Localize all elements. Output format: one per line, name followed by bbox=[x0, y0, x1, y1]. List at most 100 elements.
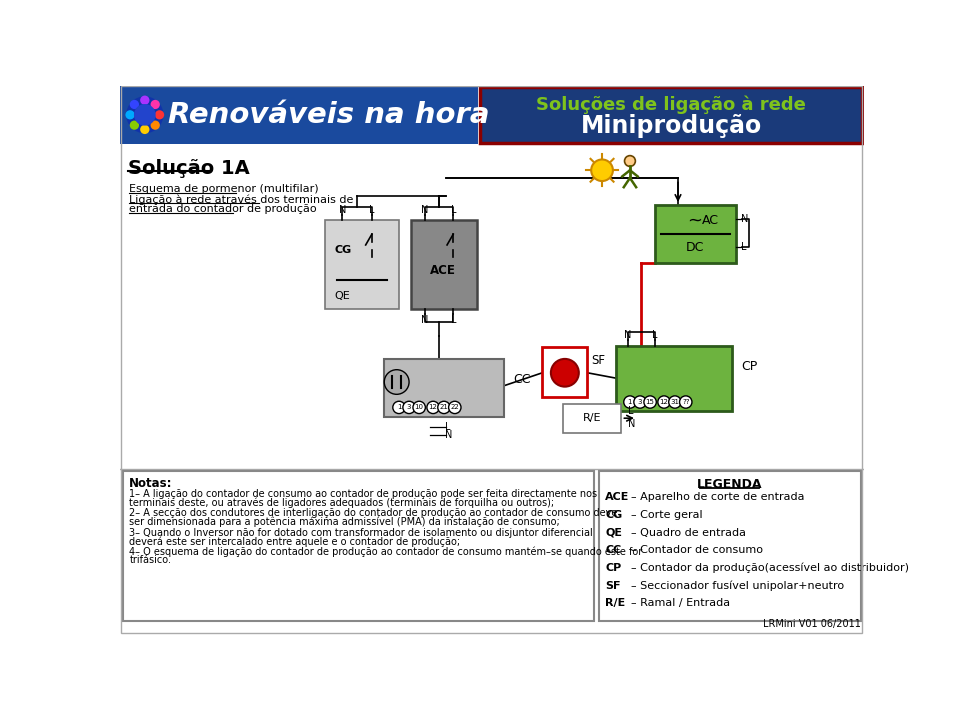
Circle shape bbox=[130, 100, 139, 109]
Bar bbox=[542, 347, 588, 397]
Text: CC: CC bbox=[605, 545, 621, 555]
Circle shape bbox=[393, 401, 405, 414]
Circle shape bbox=[155, 111, 164, 120]
Bar bbox=[655, 205, 736, 262]
Text: CC: CC bbox=[513, 373, 531, 386]
Text: Ligação à rede através dos terminais de: Ligação à rede através dos terminais de bbox=[130, 194, 353, 205]
Text: trifásico.: trifásico. bbox=[130, 555, 171, 565]
Bar bbox=[599, 471, 861, 621]
Text: Notas:: Notas: bbox=[130, 477, 173, 490]
Text: ser dimensionada para a potência máxima admissível (PMA) da instalação de consum: ser dimensionada para a potência máxima … bbox=[130, 517, 560, 527]
Text: N: N bbox=[445, 430, 453, 440]
Text: 1: 1 bbox=[628, 399, 633, 405]
Text: QE: QE bbox=[335, 291, 350, 301]
Text: Esquema de pormenor (multifilar): Esquema de pormenor (multifilar) bbox=[130, 184, 319, 194]
Text: – Seccionador fusível unipolar+neutro: – Seccionador fusível unipolar+neutro bbox=[631, 580, 844, 591]
Circle shape bbox=[140, 96, 150, 105]
Circle shape bbox=[438, 401, 450, 414]
Text: CP: CP bbox=[741, 359, 757, 373]
Text: – Quadro de entrada: – Quadro de entrada bbox=[631, 528, 746, 538]
Circle shape bbox=[126, 96, 163, 133]
Text: 31: 31 bbox=[670, 399, 680, 405]
Text: deverá este ser intercalado entre aquele e o contador de produção;: deverá este ser intercalado entre aquele… bbox=[130, 536, 461, 546]
Circle shape bbox=[126, 111, 134, 120]
Circle shape bbox=[403, 401, 416, 414]
Circle shape bbox=[384, 369, 409, 394]
Text: 21: 21 bbox=[440, 404, 448, 411]
Text: N: N bbox=[420, 314, 428, 324]
Text: 3– Quando o Inversor não for dotado com transformador de isolamento ou disjuntor: 3– Quando o Inversor não for dotado com … bbox=[130, 528, 593, 538]
Text: 12: 12 bbox=[429, 404, 438, 411]
Text: 2– A secção dos condutores de interligação do contador de produção ao contador d: 2– A secção dos condutores de interligaç… bbox=[130, 508, 617, 518]
Text: L: L bbox=[652, 330, 658, 340]
Circle shape bbox=[634, 396, 646, 408]
Text: Renováveis na hora: Renováveis na hora bbox=[168, 101, 490, 129]
Text: – Ramal / Entrada: – Ramal / Entrada bbox=[631, 598, 730, 608]
Text: SF: SF bbox=[605, 580, 621, 590]
Bar bbox=[325, 220, 399, 309]
Text: – Contador da produção(acessível ao distribuidor): – Contador da produção(acessível ao dist… bbox=[631, 563, 909, 573]
Text: QE: QE bbox=[605, 528, 622, 538]
Text: N: N bbox=[339, 205, 347, 215]
Circle shape bbox=[658, 396, 670, 408]
Text: N: N bbox=[624, 330, 632, 340]
Text: L: L bbox=[370, 205, 374, 215]
Text: Solução 1A: Solução 1A bbox=[128, 159, 250, 178]
Circle shape bbox=[151, 120, 160, 130]
Text: N: N bbox=[420, 205, 428, 215]
Text: – Contador de consumo: – Contador de consumo bbox=[631, 545, 763, 555]
Text: N: N bbox=[628, 419, 635, 429]
Circle shape bbox=[624, 396, 636, 408]
Text: L: L bbox=[445, 422, 451, 433]
Bar bbox=[616, 346, 732, 411]
Circle shape bbox=[551, 359, 579, 386]
Text: 1– A ligação do contador de consumo ao contador de produção pode ser feita direc: 1– A ligação do contador de consumo ao c… bbox=[130, 489, 597, 499]
Text: – Aparelho de corte de entrada: – Aparelho de corte de entrada bbox=[631, 492, 804, 502]
Bar bbox=[564, 404, 621, 433]
Text: 22: 22 bbox=[450, 404, 459, 411]
Text: ACE: ACE bbox=[605, 492, 630, 502]
Text: 3: 3 bbox=[637, 399, 642, 405]
Text: terminais deste, ou através de ligadores adequados (terminais de forquilha ou ou: terminais deste, ou através de ligadores… bbox=[130, 498, 555, 508]
Text: 4– O esquema de ligação do contador de produção ao contador de consumo mantém–se: 4– O esquema de ligação do contador de p… bbox=[130, 547, 642, 558]
Text: L: L bbox=[741, 242, 746, 252]
Text: DC: DC bbox=[685, 241, 705, 254]
Circle shape bbox=[413, 401, 425, 414]
Text: L: L bbox=[628, 406, 634, 416]
Text: entrada do contador de produção: entrada do contador de produção bbox=[130, 204, 317, 214]
Text: ~: ~ bbox=[687, 211, 703, 230]
Text: R/E: R/E bbox=[583, 414, 601, 424]
Text: L: L bbox=[450, 205, 456, 215]
Circle shape bbox=[448, 401, 461, 414]
Text: CG: CG bbox=[335, 245, 352, 255]
Bar bbox=[123, 471, 594, 621]
Text: – Corte geral: – Corte geral bbox=[631, 510, 703, 520]
Text: Miniprodução: Miniprodução bbox=[581, 113, 761, 138]
Circle shape bbox=[151, 100, 160, 109]
Text: R/E: R/E bbox=[605, 598, 625, 608]
Circle shape bbox=[644, 396, 657, 408]
Text: LEGENDA: LEGENDA bbox=[697, 478, 762, 491]
Circle shape bbox=[669, 396, 681, 408]
Text: 15: 15 bbox=[646, 399, 655, 405]
Text: AC: AC bbox=[702, 214, 719, 227]
Bar bbox=[383, 359, 504, 416]
Text: 12: 12 bbox=[660, 399, 668, 405]
Text: Soluções de ligação à rede: Soluções de ligação à rede bbox=[536, 96, 806, 114]
Text: CG: CG bbox=[605, 510, 622, 520]
Circle shape bbox=[130, 120, 139, 130]
Circle shape bbox=[625, 155, 636, 166]
Circle shape bbox=[134, 104, 156, 125]
Bar bbox=[480, 87, 862, 143]
Text: 10: 10 bbox=[415, 404, 423, 411]
Bar bbox=[411, 220, 476, 309]
Text: 1: 1 bbox=[396, 404, 401, 411]
Circle shape bbox=[680, 396, 692, 408]
Text: N: N bbox=[741, 214, 748, 224]
Text: CP: CP bbox=[605, 563, 621, 573]
Text: 3: 3 bbox=[407, 404, 411, 411]
Circle shape bbox=[140, 125, 150, 134]
Text: LRMini V01 06/2011: LRMini V01 06/2011 bbox=[763, 619, 861, 629]
Text: SF: SF bbox=[591, 354, 605, 366]
Text: L: L bbox=[450, 314, 456, 324]
